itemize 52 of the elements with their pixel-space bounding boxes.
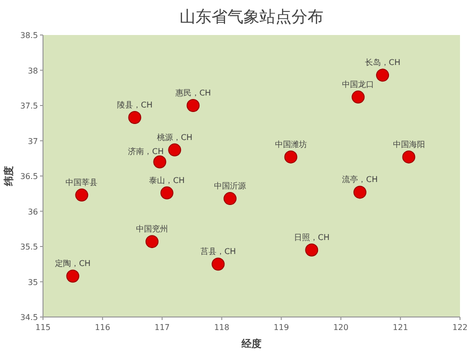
annotation: 流亭，CH bbox=[342, 175, 378, 184]
annotation: 惠民，CH bbox=[174, 88, 211, 98]
point bbox=[168, 143, 182, 156]
y-tick-label: 36.5 bbox=[20, 172, 38, 181]
point bbox=[160, 186, 174, 200]
annotation: 日照，CH bbox=[294, 233, 330, 242]
y-tick-label: 35.5 bbox=[20, 242, 38, 252]
annotation: 泰山，CH bbox=[149, 176, 185, 185]
annotation: 长岛，CH bbox=[364, 58, 400, 68]
y-tick-label: 36 bbox=[28, 207, 38, 216]
point bbox=[352, 90, 365, 104]
annotation: 中国海阳 bbox=[392, 140, 425, 149]
y-tick-label: 38.5 bbox=[20, 31, 38, 40]
point bbox=[153, 155, 166, 168]
y-tick-label: 37.5 bbox=[20, 102, 38, 110]
point bbox=[212, 258, 225, 271]
annotation: 陵县，CH bbox=[116, 100, 153, 110]
point bbox=[75, 188, 88, 202]
y-tick-label: 35 bbox=[28, 278, 38, 287]
annotation: 桃源，CH bbox=[156, 132, 192, 142]
x-tick-label: 115 bbox=[35, 323, 51, 332]
point bbox=[224, 192, 237, 206]
annotation: 定陶，CH bbox=[54, 259, 91, 268]
x-tick-label: 118 bbox=[214, 323, 230, 332]
x-tick-label: 120 bbox=[333, 323, 348, 332]
annotation: 济南，CH bbox=[128, 146, 164, 156]
y-tick-label: 34.5 bbox=[20, 313, 38, 322]
x-tick-label: 117 bbox=[154, 323, 170, 332]
point bbox=[353, 186, 366, 199]
y-axis-title: 纬度 bbox=[3, 166, 15, 187]
y-tick-label: 38 bbox=[28, 66, 38, 76]
x-tick-label: 122 bbox=[452, 323, 468, 332]
point bbox=[146, 235, 159, 248]
point bbox=[66, 270, 80, 283]
annotation: 中国龙口 bbox=[342, 80, 374, 90]
x-tick-label: 116 bbox=[94, 323, 110, 332]
x-axis-title: 经度 bbox=[240, 338, 262, 350]
point bbox=[186, 99, 200, 112]
point bbox=[402, 150, 416, 164]
point bbox=[284, 150, 298, 164]
x-tick-label: 119 bbox=[274, 323, 289, 332]
annotation: 中国沂源 bbox=[214, 182, 246, 191]
y-tick-label: 37 bbox=[28, 136, 38, 146]
chart-title: 山东省气象站点分布 bbox=[180, 7, 324, 26]
annotation: 中国兖州 bbox=[136, 224, 168, 234]
annotation: 中国潍坊 bbox=[274, 140, 307, 149]
x-tick-label: 121 bbox=[392, 323, 408, 332]
point bbox=[128, 110, 142, 124]
point bbox=[376, 68, 390, 82]
annotation: 莒县，CH bbox=[200, 247, 236, 256]
annotation: 中国莘县 bbox=[66, 178, 98, 188]
point bbox=[305, 244, 318, 257]
